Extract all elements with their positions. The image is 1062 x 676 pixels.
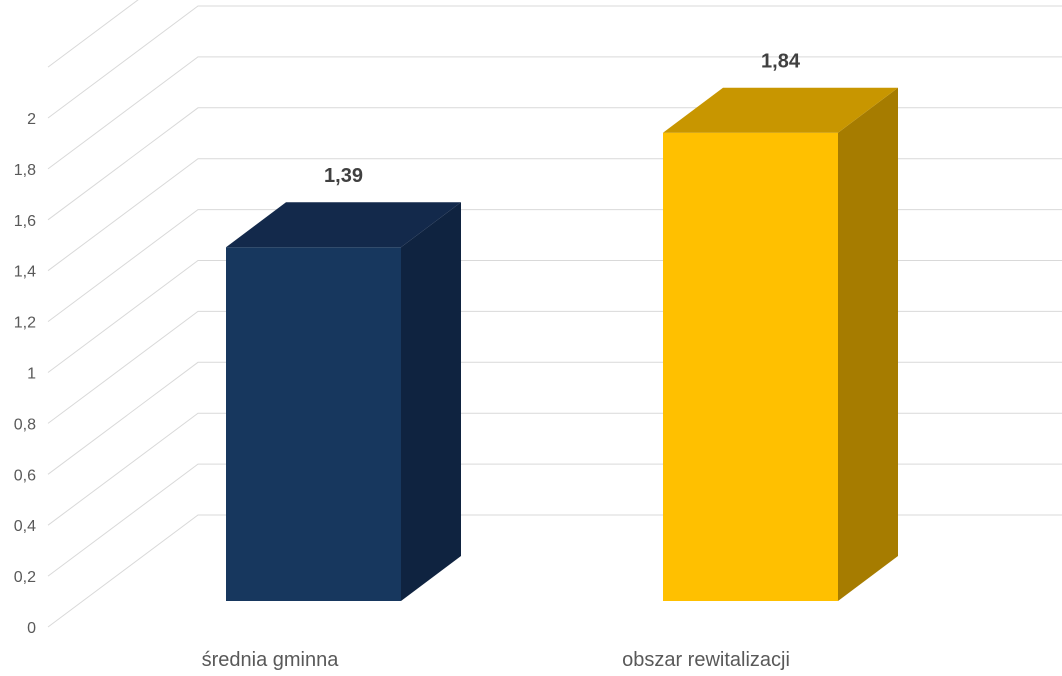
data-label: 1,84 (761, 51, 801, 73)
gridline (47, 361, 1062, 475)
gridline (47, 463, 1062, 577)
gridline (47, 0, 139, 68)
y-tick-label: 1,8 (14, 162, 36, 179)
y-tick-label: 0,6 (14, 467, 36, 484)
y-tick-label: 1,4 (14, 264, 36, 281)
bar-top-face (663, 87, 898, 133)
y-axis-tick-labels: 0 0,2 0,4 0,6 0,8 1 1,2 1,4 1,6 1,8 2 (14, 111, 36, 637)
bar-front-face (663, 132, 838, 601)
y-tick-label: 0,8 (14, 416, 36, 433)
category-label: obszar rewitalizacji (622, 649, 790, 671)
bar (226, 202, 461, 601)
gridline (47, 260, 1062, 373)
data-labels: 1,39 1,84 (324, 51, 801, 188)
gridline (47, 412, 1062, 526)
gridline (47, 209, 1062, 323)
bar (663, 87, 898, 602)
gridline (47, 5, 1062, 119)
gridline (47, 158, 1062, 272)
y-tick-label: 1,2 (14, 315, 36, 332)
y-tick-label: 1 (27, 366, 36, 383)
bar-top-face (226, 202, 461, 248)
category-label: średnia gminna (202, 649, 340, 671)
y-tick-label: 0,2 (14, 569, 36, 586)
gridline (47, 56, 1062, 170)
bars (226, 87, 898, 602)
bar-front-face (226, 247, 401, 601)
data-label: 1,39 (324, 165, 363, 187)
gridlines (47, 0, 1062, 628)
gridline (47, 514, 1062, 628)
gridline (47, 107, 1062, 221)
category-labels: średnia gminna obszar rewitalizacji (202, 649, 790, 671)
y-tick-label: 0,4 (14, 518, 36, 535)
bar-side-face (838, 87, 898, 602)
bar-side-face (401, 202, 461, 601)
gridline (47, 310, 1062, 424)
y-tick-label: 0 (27, 620, 36, 637)
y-tick-label: 2 (27, 111, 36, 128)
y-tick-label: 1,6 (14, 213, 36, 230)
